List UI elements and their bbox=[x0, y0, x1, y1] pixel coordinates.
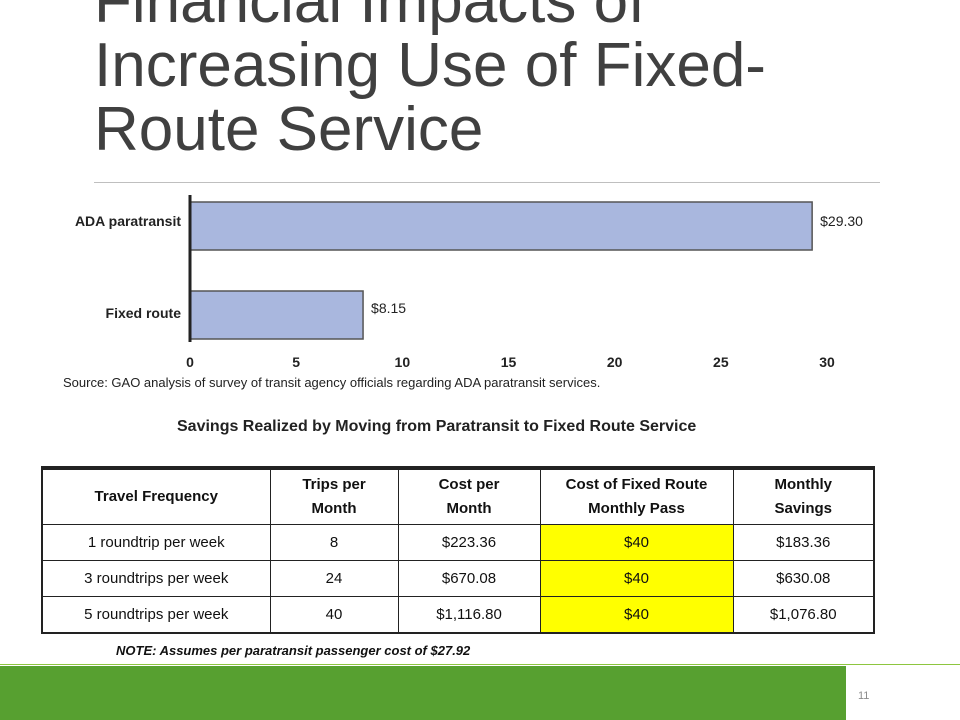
chart-source-note: Source: GAO analysis of survey of transi… bbox=[63, 375, 601, 390]
table-cell: $40 bbox=[539, 596, 734, 634]
table-header-cell: Travel Frequency bbox=[41, 466, 271, 525]
cost-assumption-note: NOTE: Assumes per paratransit passenger … bbox=[116, 643, 471, 658]
page-number: 11 bbox=[858, 690, 870, 702]
table-title: Savings Realized by Moving from Paratran… bbox=[177, 418, 697, 435]
title-divider bbox=[94, 182, 880, 183]
header-text: Monthly bbox=[774, 475, 833, 493]
header-text: Trips per bbox=[302, 475, 366, 493]
table-header-row: Travel Frequency Trips per Month Cost per Mo… bbox=[41, 466, 875, 525]
category-label-0: ADA paratransit bbox=[75, 213, 181, 229]
header-text: Cost per bbox=[438, 475, 500, 493]
x-tick-label-0: 0 bbox=[186, 354, 194, 370]
value-label-0: $29.30 bbox=[820, 213, 863, 229]
table-cell: $1,116.80 bbox=[397, 596, 541, 634]
x-tick-label-2: 10 bbox=[395, 354, 411, 370]
table-cell: $670.08 bbox=[397, 559, 541, 598]
header-text: Cost of Fixed Route bbox=[565, 475, 708, 493]
table-cell: 8 bbox=[269, 523, 399, 561]
table-header-cell: Monthly Savings bbox=[732, 466, 875, 525]
table-row: 5 roundtrips per week 40 $1,116.80 $40 $1,07… bbox=[41, 596, 875, 634]
table-cell: $40 bbox=[539, 559, 734, 598]
table-cell: 40 bbox=[269, 596, 399, 634]
header-text: Month bbox=[446, 499, 492, 517]
x-tick-label-6: 30 bbox=[819, 354, 835, 370]
bar-chart-svg: ADA paratransit $29.30 Fixed route $8.15 0 5 1… bbox=[75, 195, 863, 370]
x-tick-label-3: 15 bbox=[501, 354, 517, 370]
header-text: Monthly Pass bbox=[588, 499, 685, 517]
savings-table: Travel Frequency Trips per Month Cost per Mo… bbox=[41, 466, 875, 634]
table-cell: 1 roundtrip per week bbox=[41, 523, 271, 561]
table-header-cell: Trips per Month bbox=[269, 466, 399, 525]
header-text: Month bbox=[311, 499, 357, 517]
table-cell: 5 roundtrips per week bbox=[41, 596, 271, 634]
bar-1 bbox=[189, 290, 364, 340]
header-text: Savings bbox=[774, 499, 833, 517]
slide-title: Financial Impacts of Increasing Use of F… bbox=[94, 0, 766, 164]
table-header-cell: Cost of Fixed Route Monthly Pass bbox=[539, 466, 734, 525]
bar-0 bbox=[189, 201, 813, 251]
footer-accent-line bbox=[0, 664, 960, 665]
footer-bar bbox=[0, 666, 960, 720]
table-header-cell: Cost per Month bbox=[397, 466, 541, 525]
header-text: Travel Frequency bbox=[94, 487, 218, 505]
value-label-1: $8.15 bbox=[371, 300, 406, 316]
cost-per-trip-bar-chart: ADA paratransit $29.30 Fixed route $8.15 0 5 1… bbox=[40, 190, 900, 400]
category-label-1: Fixed route bbox=[106, 305, 182, 321]
table-cell: 3 roundtrips per week bbox=[41, 559, 271, 598]
table-cell: $223.36 bbox=[397, 523, 541, 561]
table-cell: 24 bbox=[269, 559, 399, 598]
table-body: 1 roundtrip per week 8 $223.36 $40 $183.36 3 … bbox=[41, 523, 875, 634]
table-cell: $40 bbox=[539, 523, 734, 561]
table-row: 1 roundtrip per week 8 $223.36 $40 $183.36 bbox=[41, 523, 875, 561]
table-row: 3 roundtrips per week 24 $670.08 $40 $630.08 bbox=[41, 559, 875, 598]
table-cell: $630.08 bbox=[732, 559, 875, 598]
x-tick-label-5: 25 bbox=[713, 354, 729, 370]
footer-page-tab bbox=[846, 666, 960, 720]
table-cell: $183.36 bbox=[732, 523, 875, 561]
table-cell: $1,076.80 bbox=[732, 596, 875, 634]
x-tick-label-4: 20 bbox=[607, 354, 623, 370]
x-tick-label-1: 5 bbox=[292, 354, 300, 370]
